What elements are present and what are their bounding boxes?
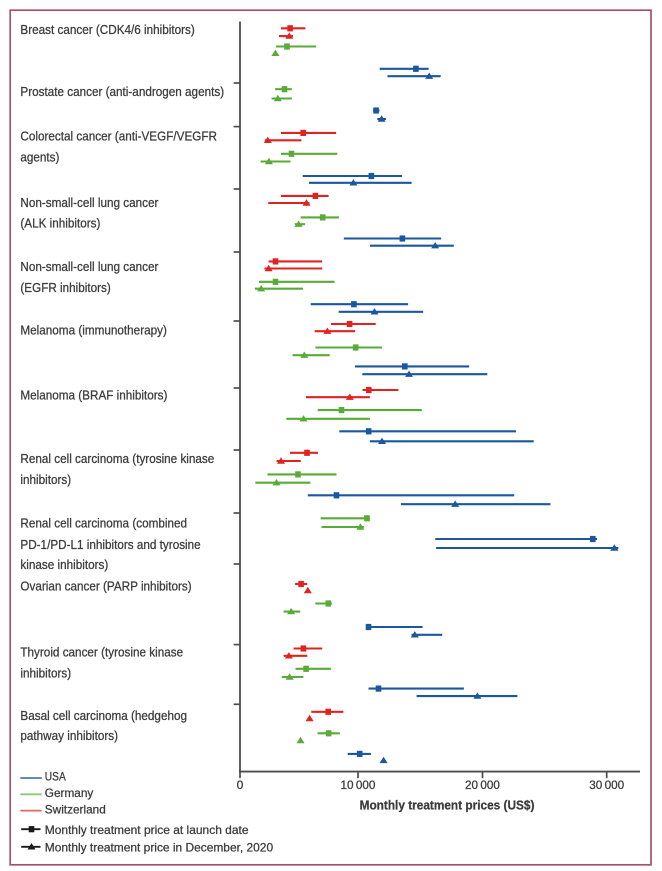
svg-text:Renal cell carcinoma (tyrosine: Renal cell carcinoma (tyrosine kinase <box>20 451 214 466</box>
svg-text:agents): agents) <box>20 149 59 164</box>
svg-text:Basal cell carcinoma (hedgehog: Basal cell carcinoma (hedgehog <box>20 708 187 723</box>
svg-text:pathway inhibitors): pathway inhibitors) <box>20 728 118 743</box>
svg-text:Germany: Germany <box>45 786 94 800</box>
svg-text:Breast cancer (CDK4/6 inhibito: Breast cancer (CDK4/6 inhibitors) <box>20 22 194 37</box>
svg-text:Monthly treatment prices (US$): Monthly treatment prices (US$) <box>360 798 535 813</box>
svg-text:Switzerland: Switzerland <box>45 802 106 816</box>
svg-text:Monthly treatment price in Dec: Monthly treatment price in December, 202… <box>45 841 274 855</box>
svg-text:30 000: 30 000 <box>589 778 624 792</box>
svg-text:Non-small-cell lung cancer: Non-small-cell lung cancer <box>20 195 159 210</box>
svg-text:inhibitors): inhibitors) <box>20 666 71 681</box>
svg-text:USA: USA <box>45 770 66 784</box>
svg-text:PD-1/PD-L1 inhibitors and tyro: PD-1/PD-L1 inhibitors and tyrosine <box>20 537 200 552</box>
svg-text:(ALK inhibitors): (ALK inhibitors) <box>20 216 100 231</box>
svg-text:Prostate cancer (anti-androgen: Prostate cancer (anti-androgen agents) <box>20 84 224 99</box>
svg-text:Monthly treatment price at lau: Monthly treatment price at launch date <box>45 823 249 837</box>
svg-text:Renal cell carcinoma (combined: Renal cell carcinoma (combined <box>20 515 187 530</box>
svg-text:10 000: 10 000 <box>341 778 376 792</box>
svg-text:Colorectal cancer (anti-VEGF/V: Colorectal cancer (anti-VEGF/VEGFR <box>20 129 217 144</box>
svg-text:0: 0 <box>237 778 244 792</box>
svg-text:Melanoma (BRAF inhibitors): Melanoma (BRAF inhibitors) <box>20 387 167 402</box>
svg-text:Melanoma (immunotherapy): Melanoma (immunotherapy) <box>20 323 167 338</box>
svg-text:kinase inhibitors): kinase inhibitors) <box>20 557 108 572</box>
svg-text:(EGFR inhibitors): (EGFR inhibitors) <box>20 280 110 295</box>
svg-text:Ovarian cancer (PARP inhibitor: Ovarian cancer (PARP inhibitors) <box>20 578 191 593</box>
svg-text:20 000: 20 000 <box>465 778 500 792</box>
svg-text:Thyroid cancer (tyrosine kinas: Thyroid cancer (tyrosine kinase <box>20 645 183 660</box>
svg-text:Non-small-cell lung cancer: Non-small-cell lung cancer <box>20 259 159 274</box>
svg-text:inhibitors): inhibitors) <box>20 472 71 487</box>
